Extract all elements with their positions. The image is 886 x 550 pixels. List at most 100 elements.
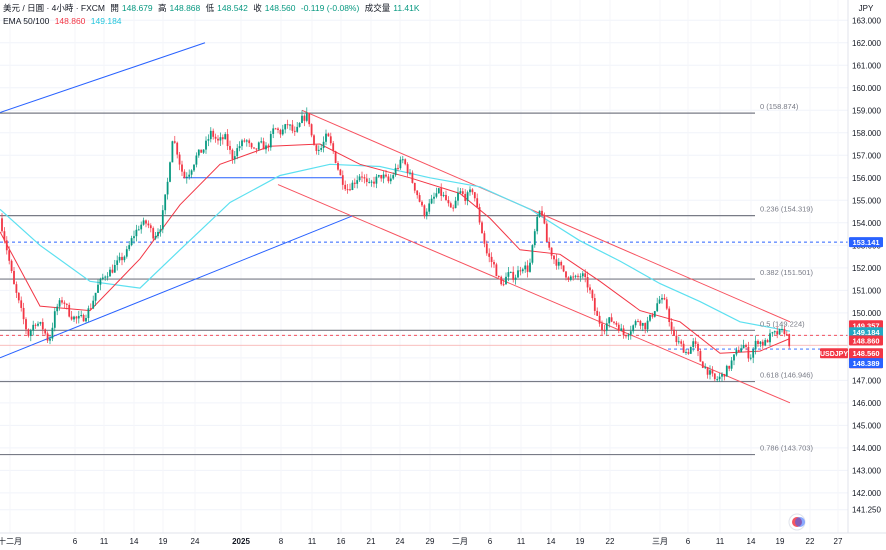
candle-body [169,162,171,182]
candle-body [536,216,539,232]
candle-body [94,292,97,301]
candle-body [565,271,567,278]
time-tick-label: 14 [547,537,556,546]
candle-body [682,343,685,353]
candle-body [788,334,791,347]
candle-body [339,169,342,176]
candle-body [27,329,30,336]
candle-body [80,315,83,317]
candle-body [442,194,445,196]
candle-body [773,331,776,333]
candle-body [147,223,150,226]
candle-body [291,124,294,131]
candle-body [495,264,498,277]
candle-body [644,322,647,330]
currency-label[interactable]: JPY [858,4,874,13]
candle-body [385,174,387,177]
candle-body [435,193,438,197]
candle-body [699,351,702,362]
time-tick-label: 6 [686,537,691,546]
tradingview-logo-icon[interactable] [788,513,806,531]
candle-body [15,284,18,293]
candle-body [701,361,704,368]
ema-legend[interactable]: EMA 50/100 148.860 149.184 [3,16,125,27]
candle-body [778,329,781,335]
price-badge-label: 148.860 [852,336,879,345]
time-tick-label: 19 [159,537,168,546]
candle-body [99,278,102,285]
price-badge-label: 148.560 [852,349,879,358]
candle-body [152,228,155,239]
price-tick-label: 146.000 [852,399,881,408]
candle-body [188,174,191,177]
candle-body [3,231,6,241]
candle-body [725,365,728,377]
candle-body [569,276,572,280]
candle-body [185,176,188,179]
candle-body [44,329,47,334]
candle-body [416,190,419,196]
candle-body [233,156,236,160]
time-tick-label: 十二月 [0,536,22,546]
candle-body [615,322,618,325]
candle-body [401,159,404,161]
candle-body [471,189,474,193]
candle-body [413,182,416,191]
candle-body [697,343,699,352]
candle-body [529,262,531,272]
price-tick-label: 154.000 [852,219,881,228]
candle-body [365,178,368,182]
candle-body [632,325,635,332]
candle-body [51,327,54,339]
candle-body [428,203,431,212]
time-tick-label: 6 [73,537,78,546]
price-badge [849,335,883,346]
candle-body [620,328,623,331]
high-label: 高 [158,3,167,13]
candle-body [329,136,332,144]
time-tick-label: 11 [716,537,725,546]
candle-body [721,374,723,377]
candle-body [483,233,486,244]
candle-body [488,253,491,257]
candle-body [560,261,563,266]
candle-body [449,203,452,208]
candle-body [591,290,594,299]
candle-body [665,299,668,309]
candle-body [464,193,467,202]
candle-body [361,176,363,178]
trend-line [0,215,353,359]
candle-body [293,130,296,132]
candle-body [353,182,356,184]
candle-body [195,155,198,165]
high-value: 148.868 [169,3,201,13]
candle-body [145,220,147,224]
candle-body [421,201,423,206]
candle-body [617,324,620,331]
candle-body [562,265,565,272]
candle-body [572,276,575,278]
candle-body [20,300,23,308]
candle-body [769,333,771,343]
candle-body [217,138,219,141]
candle-body [238,146,241,149]
ema50-value: 148.860 [54,16,86,26]
candle-body [541,210,543,216]
candle-body [557,261,560,266]
ema50-line [0,143,791,354]
candle-body [13,270,15,285]
candle-body [399,159,402,169]
symbol-name[interactable]: 美元 / 日圓 · 4小時 · FXCM [3,3,106,13]
time-tick-label: 24 [191,537,200,546]
candle-body [183,171,186,179]
candle-body [334,151,337,163]
time-axis[interactable]: 十二月 6 11 14 19 24 2025 8 11 16 21 24 29 二月 6 11 14 19 22 三月… [0,536,843,546]
price-tick-label: 162.000 [852,39,881,48]
candle-body [106,276,109,278]
candle-body [308,112,311,125]
symbol-badge-label: USDJPY [820,351,848,358]
candle-body [625,335,627,337]
candle-body [154,236,157,239]
price-badges: 153.141149.357149.184148.860148.56001:26… [820,237,883,369]
